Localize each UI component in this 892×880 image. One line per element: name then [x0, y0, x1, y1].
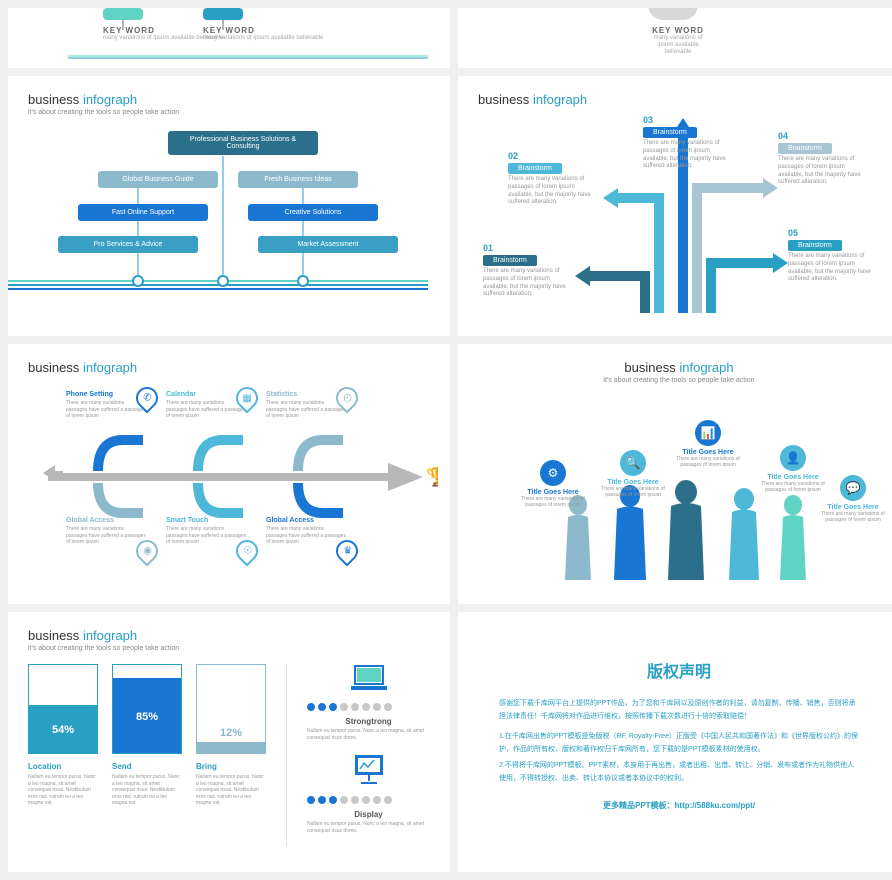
timeline-item: Smart TouchThere are many variations pas…	[166, 517, 246, 546]
svg-text:🏆: 🏆	[426, 466, 438, 487]
org-box: Creative Solutions	[248, 204, 378, 221]
arrow-label: 01BrainstormThere are many variations of…	[483, 243, 573, 299]
bar-column: 54%LocationNullam eu tempor purus. Nunc …	[28, 664, 98, 846]
org-box: Professional Business Solutions & Consul…	[168, 131, 318, 155]
slide-grid: KEY WORD many variations of ipsum availa…	[8, 8, 892, 872]
slide-bars: business infograph it's about creating t…	[8, 612, 450, 872]
copyright-p3: 2.不得将千库网的PPT模板、PPT素材，本身用于再出售，或者出租、出借、转让、…	[499, 760, 859, 785]
copyright-p1: 感谢您下载千库网平台上提供的PPT作品，为了您和千库网以及原创作者的利益，请勿复…	[499, 698, 859, 723]
org-box: Fast Online Support	[78, 204, 208, 221]
bar-column: 12%BringNullam eu tempor purus. Nunc a l…	[196, 664, 266, 846]
arrow-label: 03BrainstormThere are many variations of…	[643, 115, 733, 171]
slide-fragment-2: KEY WORD many variations of ipsum availa…	[458, 8, 892, 68]
slide-title: business infograph	[28, 360, 430, 375]
org-diagram: Professional Business Solutions & Consul…	[28, 126, 430, 306]
slide-subtitle: it's about creating the tools so people …	[28, 645, 430, 652]
slide-title: business infograph	[28, 628, 430, 643]
slide-title: business infograph	[28, 92, 430, 107]
slide-title: business infograph	[478, 360, 880, 375]
copyright-p2: 1.在千库网出售的PPT模板是免版税（RF, Royalty-Free）正版受《…	[499, 731, 859, 756]
arrow-diagram: 01BrainstormThere are many variations of…	[478, 113, 880, 313]
arrow-label: 02BrainstormThere are many variations of…	[508, 151, 598, 207]
timeline-item: Phone SettingThere are many variations p…	[66, 391, 146, 420]
org-box: Market Assessment	[258, 236, 398, 253]
people-diagram: ⚙Title Goes HereThere are many variation…	[478, 390, 880, 580]
keyword-label-2: KEY WORD	[203, 26, 323, 35]
timeline-item: Global AccessThere are many variations p…	[266, 517, 346, 546]
org-box: Fresh Business Ideas	[238, 171, 358, 188]
timeline-item: CalendarThere are many variations passag…	[166, 391, 246, 420]
info-bubble: ⚙Title Goes HereThere are many variation…	[518, 460, 588, 508]
org-box: Global Business Guide	[98, 171, 218, 188]
bar-column: 85%SendNullam eu tempor purus. Nunc a le…	[112, 664, 182, 846]
info-bubble: 📊Title Goes HereThere are many variation…	[673, 420, 743, 468]
arrow-label: 04BrainstormThere are many variations of…	[778, 131, 868, 187]
slide-arrows: business infograph 01BrainstormThere are…	[458, 76, 892, 336]
copyright-link: 更多精品PPT模板：http://588ku.com/ppt/	[478, 800, 880, 811]
keyword-label-3: KEY WORD	[648, 26, 708, 35]
info-bubble: 💬Title Goes HereThere are many variation…	[818, 475, 888, 523]
bars-row: 54%LocationNullam eu tempor purus. Nunc …	[28, 664, 430, 846]
slide-subtitle: it's about creating the tools so people …	[28, 109, 430, 116]
slide-title: business infograph	[478, 92, 880, 107]
icon-column: StrongtrongNullam eu tempor purus. Nunc …	[286, 664, 430, 846]
slide-fragment-1: KEY WORD many variations of ipsum availa…	[8, 8, 450, 68]
circle-fragment	[648, 8, 698, 20]
keyword-text-3: many variations of ipsum available belie…	[648, 35, 708, 57]
keyword-text-2: many variations of ipsum available belie…	[203, 35, 323, 42]
timeline-item: Global AccessThere are many variations p…	[66, 517, 146, 546]
timeline-item: StatisticsThere are many variations pass…	[266, 391, 346, 420]
slide-subtitle: it's about creating the tools so people …	[478, 377, 880, 384]
slide-people: business infograph it's about creating t…	[458, 344, 892, 604]
arrow-label: 05BrainstormThere are many variations of…	[788, 228, 878, 284]
copyright-title: 版权声明	[478, 658, 880, 682]
icon-block: DisplayNullam eu tempor purus. Nunc a le…	[307, 753, 430, 834]
timeline-diagram: 🏆 Phone SettingThere are many variations…	[28, 385, 430, 565]
icon-block: StrongtrongNullam eu tempor purus. Nunc …	[307, 664, 430, 741]
org-box: Pro Services & Advice	[58, 236, 198, 253]
slide-timeline: business infograph 🏆 Phone SettingThere …	[8, 344, 450, 604]
info-bubble: 🔍Title Goes HereThere are many variation…	[598, 450, 668, 498]
slide-org-chart: business infograph it's about creating t…	[8, 76, 450, 336]
slide-copyright: 版权声明 感谢您下载千库网平台上提供的PPT作品，为了您和千库网以及原创作者的利…	[458, 612, 892, 872]
